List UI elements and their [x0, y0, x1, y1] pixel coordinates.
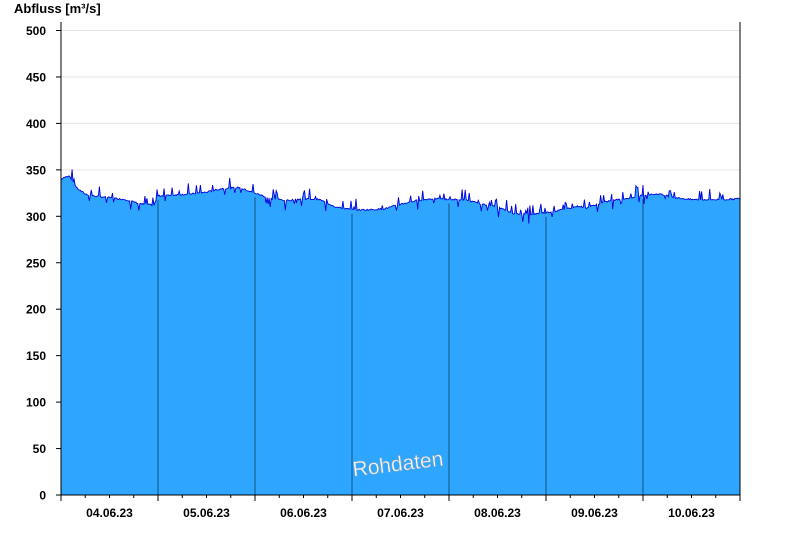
y-tick-label: 200 — [26, 303, 46, 317]
x-tick-label: 06.06.23 — [280, 506, 327, 520]
y-tick-label: 250 — [26, 256, 46, 270]
y-tick-label: 400 — [26, 117, 46, 131]
discharge-series — [60, 169, 741, 495]
y-tick-label: 300 — [26, 210, 46, 224]
x-tick-label: 05.06.23 — [183, 506, 230, 520]
y-axis-label: Abfluss [m³/s] — [14, 1, 101, 16]
x-tick-label: 09.06.23 — [571, 506, 618, 520]
y-tick-label: 500 — [26, 24, 46, 38]
y-tick-label: 50 — [33, 442, 47, 456]
y-tick-label: 450 — [26, 70, 46, 84]
y-tick-label: 0 — [39, 489, 46, 503]
x-tick-label: 10.06.23 — [668, 506, 715, 520]
x-ticks: 04.06.23 05.06.23 06.06.23 07.06.23 08.06.23… — [60, 495, 741, 520]
day-separators — [157, 197, 644, 495]
x-tick-label: 08.06.23 — [474, 506, 521, 520]
y-tick-label: 350 — [26, 163, 46, 177]
y-tick-label: 100 — [26, 396, 46, 410]
y-tick-label: 150 — [26, 349, 46, 363]
discharge-line — [60, 169, 741, 224]
x-tick-label: 07.06.23 — [377, 506, 424, 520]
discharge-area — [61, 169, 740, 495]
x-tick-label: 04.06.23 — [86, 506, 133, 520]
y-ticks: 0 50 100 150 200 250 300 350 400 450 500 — [26, 24, 61, 503]
